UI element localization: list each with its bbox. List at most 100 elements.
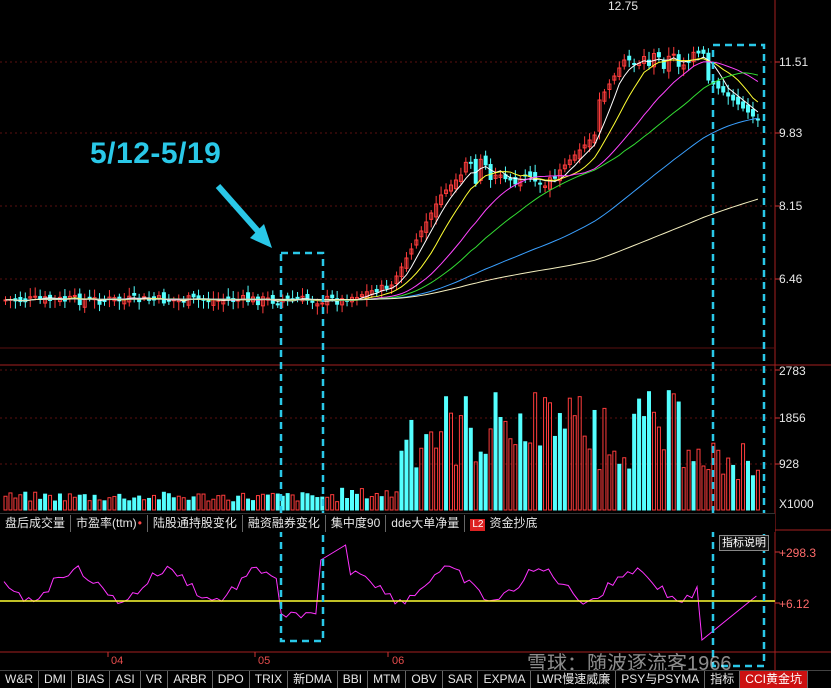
volume-bar (533, 392, 538, 511)
candle-body (666, 55, 671, 72)
candle-body (552, 176, 557, 179)
volume-bar (538, 445, 543, 511)
candle-body (161, 292, 166, 304)
volume-bar (612, 450, 617, 511)
candle-body (622, 59, 627, 67)
tab-concentration-90[interactable]: 集中度90 (326, 514, 387, 532)
candle-body (755, 118, 760, 121)
candle-body (632, 62, 637, 65)
candle-body (736, 96, 741, 105)
volume-bar (300, 492, 305, 511)
indicator-tab[interactable]: EXPMA (478, 671, 532, 688)
volume-bar (755, 469, 760, 511)
volume-bar (434, 447, 439, 511)
indicator-tab[interactable]: 新DMA (288, 671, 338, 688)
candle-body (434, 203, 439, 218)
volume-bar (38, 498, 43, 511)
volume-bar (33, 491, 38, 511)
indicator-tab[interactable]: MTM (368, 671, 407, 688)
indicator-tab[interactable]: TRIX (250, 671, 289, 688)
candle-body (453, 179, 458, 190)
tab-fund-bottom[interactable]: L2 资金抄底 (470, 515, 538, 531)
volume-bar (171, 497, 176, 511)
volume-bar (8, 492, 13, 511)
candle-body (696, 50, 701, 54)
candle-body (612, 75, 617, 81)
indicator-tab[interactable]: CCI黄金坑 (740, 671, 808, 688)
tab-dde-net-volume[interactable]: dde大单净量 (386, 514, 466, 532)
volume-bar (592, 409, 597, 511)
indicator-tab[interactable]: OBV (406, 671, 443, 688)
volume-bar (186, 499, 191, 511)
candle-body (295, 296, 300, 300)
candle-body (394, 275, 399, 284)
volume-bar (468, 427, 473, 511)
volume-bar (67, 493, 72, 511)
volume-bar (562, 428, 567, 511)
watermark: 雪球：随波逐流客1966 (527, 653, 732, 675)
indicator-tab[interactable]: DPO (213, 671, 250, 688)
candle-body (627, 55, 632, 61)
candle-body (439, 194, 444, 206)
volume-bar (478, 451, 483, 511)
volume-bar (384, 490, 389, 511)
indicator-tab[interactable]: VR (141, 671, 169, 688)
indicator-tab[interactable]: DMI (39, 671, 72, 688)
volume-bar (354, 493, 359, 511)
volume-bar (409, 419, 414, 511)
volume-bar (325, 496, 330, 511)
volume-axis-label: 2783 (779, 364, 806, 378)
volume-bar (750, 475, 755, 511)
candle-body (320, 302, 325, 305)
candle-body (285, 295, 290, 299)
indicator-tab[interactable]: PSY与PSYMA (616, 671, 706, 688)
volume-bar (696, 448, 701, 511)
candle-body (305, 294, 310, 301)
volume-bar (137, 495, 142, 511)
volume-bar (265, 494, 270, 511)
volume-bar (508, 438, 513, 511)
candle-body (617, 67, 622, 78)
volume-bar (241, 492, 246, 511)
volume-bar (310, 495, 315, 511)
volume-bar (642, 416, 647, 511)
indicator-help-button[interactable]: 指标说明 (719, 535, 769, 551)
indicator-tab[interactable]: BIAS (72, 671, 111, 688)
candle-body (592, 134, 597, 144)
candle-body (260, 296, 265, 307)
volume-bar (661, 449, 666, 511)
volume-bar (543, 397, 548, 511)
arrow-shaft (215, 184, 267, 240)
tab-after-hours-volume[interactable]: 盘后成交量 (0, 514, 72, 532)
indicator-tab[interactable]: SAR (443, 671, 479, 688)
candle-body (538, 182, 543, 185)
candle-body (72, 294, 77, 297)
candle-body (330, 294, 335, 299)
indicator-tab[interactable]: 指标 (705, 671, 741, 688)
candle-body (750, 109, 755, 117)
tab-pe-ttm[interactable]: 市盈率(ttm)• (71, 514, 148, 532)
volume-bar (429, 431, 434, 511)
indicator-tab[interactable]: LWR慢速威廉 (531, 671, 617, 688)
indicator-tab[interactable]: W&R (0, 671, 39, 688)
volume-bar (166, 493, 171, 511)
volume-bar (251, 500, 255, 511)
volume-bar (147, 497, 152, 511)
volume-bar (582, 435, 587, 511)
indicator-tab[interactable]: ASI (110, 671, 141, 688)
ma20-line (5, 61, 759, 302)
tab-margin-trading[interactable]: 融资融券变化 (243, 514, 326, 532)
tab-hk-connect-holdings[interactable]: 陆股通持股变化 (148, 514, 243, 532)
candle-body (206, 299, 211, 303)
volume-bar (43, 493, 48, 511)
ma5-line (5, 56, 759, 302)
indicator-tab[interactable]: BBI (338, 671, 369, 688)
volume-bar (458, 415, 463, 511)
candle-body (488, 164, 493, 181)
candle-body (701, 49, 706, 54)
volume-bar (731, 464, 736, 511)
price-axis-label: 8.15 (779, 199, 803, 213)
candle-body (671, 53, 676, 56)
indicator-tab[interactable]: ARBR (168, 671, 213, 688)
